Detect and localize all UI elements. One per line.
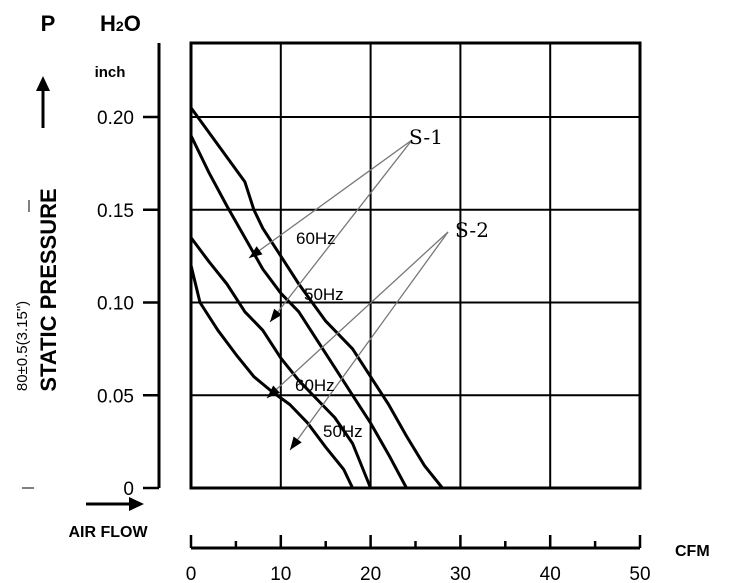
- annotation-leaders: [248, 139, 449, 451]
- series-label: 60Hz: [295, 376, 335, 395]
- series-line: [189, 134, 408, 489]
- series-line: [189, 106, 444, 489]
- leader-line-s2-60hz: [266, 231, 449, 399]
- leader-arrowhead: [267, 385, 280, 398]
- leader-arrowhead: [249, 246, 263, 258]
- y-axis-side-note: 80±0.5(3.15"): [14, 301, 31, 391]
- leader-line-s2-50hz: [289, 231, 449, 451]
- x-tick-label: 50: [629, 564, 650, 583]
- series-line: [189, 236, 372, 489]
- x-tick-label: 30: [450, 564, 471, 583]
- group-label-s1: S-1: [409, 125, 443, 149]
- leader-arrowhead: [290, 436, 302, 450]
- y-axis-label: STATIC PRESSURE: [36, 188, 61, 391]
- x-axis-label: AIR FLOW: [68, 524, 148, 541]
- x-tick-label: 0: [186, 564, 197, 583]
- x-axis-unit: CFM: [675, 543, 710, 560]
- group-label-s2: S-2: [455, 218, 489, 242]
- series-label: 50Hz: [304, 285, 344, 304]
- chart-grid: [189, 41, 642, 490]
- chart-axes: 0 0.05 0.10 0.15 0.20 0 10 20 30 40 50: [97, 43, 651, 583]
- y-tick-label: 0.10: [97, 294, 134, 315]
- y-axis-unit-inch: inch: [95, 64, 126, 81]
- series-label: 60Hz: [296, 229, 336, 248]
- y-tick-label: 0.15: [97, 201, 134, 222]
- leader-line-s1-50hz: [269, 139, 413, 323]
- x-tick-label: 10: [270, 564, 291, 583]
- leader-arrowhead: [270, 308, 282, 322]
- x-tick-label: 40: [540, 564, 561, 583]
- series-label: 50Hz: [323, 422, 363, 441]
- y-tick-label: 0: [123, 479, 134, 500]
- y-axis-arrow-icon: [36, 76, 50, 128]
- y-tick-label: 0.20: [97, 108, 134, 129]
- y-tick-label: 0.05: [97, 386, 134, 407]
- annotation-labels: S-1 S-2 60Hz 50Hz 60Hz 50Hz: [295, 125, 489, 441]
- x-axis-arrow-icon: [86, 497, 144, 511]
- x-tick-label: 20: [360, 564, 381, 583]
- y-axis-symbol: P: [41, 11, 56, 36]
- leader-line-s1-60hz: [248, 139, 413, 259]
- y-axis-unit: H2O: [100, 11, 141, 36]
